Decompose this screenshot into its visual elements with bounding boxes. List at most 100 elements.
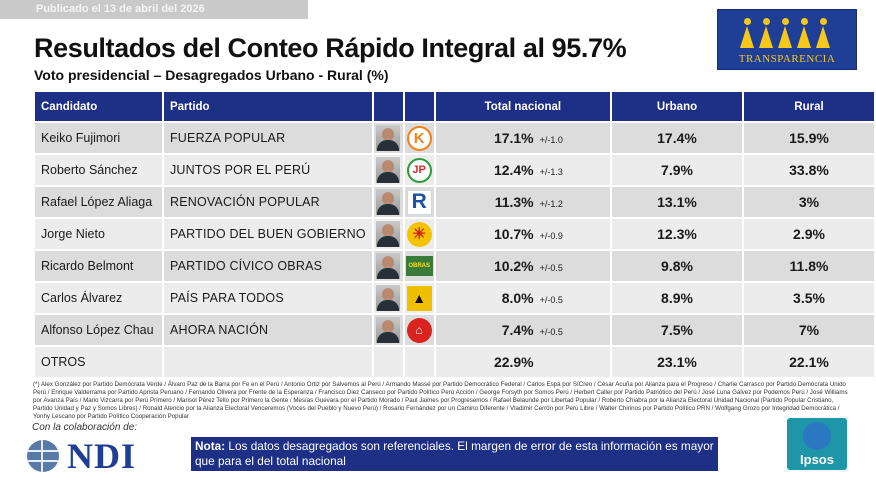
candidate-photo <box>376 221 401 247</box>
candidate-photo-cell <box>373 347 403 377</box>
total-nacional-cell: 17.1% +/-1.0 <box>435 123 611 153</box>
total-value: 17.1% <box>493 130 534 146</box>
party-name: PARTIDO DEL BUEN GOBIERNO <box>163 219 372 249</box>
party-name: AHORA NACIÓN <box>163 315 372 345</box>
table-row: Ricardo Belmont PARTIDO CÍVICO OBRAS OBRAS… <box>35 251 874 281</box>
fuerza-popular-k-logo-icon: K <box>406 125 432 151</box>
table-row: OTROS 22.9% 23.1% 22.1% <box>35 347 874 377</box>
urban-value: 13.1% <box>612 187 742 217</box>
margin-of-error: +/-1.2 <box>539 199 563 209</box>
candidate-photo-cell <box>373 123 403 153</box>
col-header-logo <box>404 92 434 121</box>
total-value: 12.4% <box>493 162 534 178</box>
candidate-name: Ricardo Belmont <box>35 251 162 281</box>
renovacion-popular-r-logo-icon: R <box>406 189 432 215</box>
candidate-name: Rafael López Aliaga <box>35 187 162 217</box>
party-name: PARTIDO CÍVICO OBRAS <box>163 251 372 281</box>
candidate-photo <box>376 253 401 279</box>
candidate-name: OTROS <box>35 347 162 377</box>
rural-value: 33.8% <box>743 155 874 185</box>
col-header-rural: Rural <box>743 92 874 121</box>
table-row: Jorge Nieto PARTIDO DEL BUEN GOBIERNO ☀ 10.… <box>35 219 874 249</box>
total-nacional-cell: 8.0% +/-0.5 <box>435 283 611 313</box>
total-nacional-cell: 11.3% +/-1.2 <box>435 187 611 217</box>
margin-of-error: +/-0.5 <box>539 295 563 305</box>
total-nacional-cell: 22.9% <box>435 347 611 377</box>
rural-value: 11.8% <box>743 251 874 281</box>
total-nacional-cell: 12.4% +/-1.3 <box>435 155 611 185</box>
candidate-photo-cell <box>373 187 403 217</box>
party-name: FUERZA POPULAR <box>163 123 372 153</box>
table-row: Carlos Álvarez PAÍS PARA TODOS ▲ 8.0% +/-0.5… <box>35 283 874 313</box>
obras-logo-icon: OBRAS <box>405 256 433 276</box>
margin-of-error: +/-0.5 <box>539 327 563 337</box>
published-date-bar: Publicado el 13 de abril del 2026 <box>0 0 308 19</box>
candidate-name: Jorge Nieto <box>35 219 162 249</box>
candidate-photo-cell <box>373 315 403 345</box>
ipsos-logo: Ipsos <box>787 418 847 470</box>
total-nacional-cell: 7.4% +/-0.5 <box>435 315 611 345</box>
total-value: 7.4% <box>501 322 534 338</box>
note-label: Nota: <box>195 439 226 453</box>
rural-value: 22.1% <box>743 347 874 377</box>
party-name: RENOVACIÓN POPULAR <box>163 187 372 217</box>
total-value: 11.3% <box>494 194 534 210</box>
published-date: Publicado el 13 de abril del 2026 <box>36 3 205 15</box>
candidate-photo-cell <box>373 251 403 281</box>
urban-value: 23.1% <box>612 347 742 377</box>
candidate-name: Alfonso López Chau <box>35 315 162 345</box>
urban-value: 9.8% <box>612 251 742 281</box>
people-figures-icon <box>740 18 831 50</box>
rural-value: 15.9% <box>743 123 874 153</box>
party-logo-cell: ☀ <box>404 219 434 249</box>
urban-value: 8.9% <box>612 283 742 313</box>
candidate-name: Carlos Álvarez <box>35 283 162 313</box>
margin-of-error: +/-0.5 <box>539 263 563 273</box>
buen-gobierno-sun-logo-icon: ☀ <box>406 221 432 247</box>
col-header-candidate: Candidato <box>35 92 162 121</box>
transparencia-logo-text: TRANSPARENCIA <box>738 53 836 65</box>
ipsos-logo-text: Ipsos <box>800 452 834 467</box>
candidate-name: Keiko Fujimori <box>35 123 162 153</box>
ndi-logo: NDI <box>27 436 157 476</box>
margin-of-error: +/-0.9 <box>539 231 563 241</box>
col-header-party: Partido <box>163 92 372 121</box>
rural-value: 7% <box>743 315 874 345</box>
pais-para-todos-logo-icon: ▲ <box>406 285 432 311</box>
urban-value: 7.9% <box>612 155 742 185</box>
urban-value: 17.4% <box>612 123 742 153</box>
globe-icon <box>27 440 59 472</box>
candidate-photo <box>376 125 401 151</box>
collaboration-label: Con la colaboración de: <box>32 422 138 433</box>
col-header-photo <box>373 92 403 121</box>
candidate-photo-cell <box>373 155 403 185</box>
page-subtitle: Voto presidencial – Desagregados Urbano … <box>34 67 389 83</box>
candidate-name: Roberto Sánchez <box>35 155 162 185</box>
rural-value: 3% <box>743 187 874 217</box>
table-row: Alfonso López Chau AHORA NACIÓN ⌂ 7.4% +/-0.… <box>35 315 874 345</box>
candidate-photo <box>376 317 401 343</box>
results-table: Candidato Partido Total nacional Urbano … <box>33 90 876 379</box>
table-header-row: Candidato Partido Total nacional Urbano … <box>35 92 874 121</box>
ahora-nacion-logo-icon: ⌂ <box>406 317 432 343</box>
col-header-urban: Urbano <box>612 92 742 121</box>
urban-value: 7.5% <box>612 315 742 345</box>
table-row: Keiko Fujimori FUERZA POPULAR K 17.1% +/-1.0… <box>35 123 874 153</box>
margin-of-error: +/-1.3 <box>539 167 563 177</box>
party-logo-cell: JP <box>404 155 434 185</box>
party-logo-cell: K <box>404 123 434 153</box>
total-value: 10.7% <box>493 226 534 242</box>
total-value: 10.2% <box>493 258 534 274</box>
party-name: JUNTOS POR EL PERÚ <box>163 155 372 185</box>
candidate-photo-cell <box>373 283 403 313</box>
rural-value: 3.5% <box>743 283 874 313</box>
rural-value: 2.9% <box>743 219 874 249</box>
ipsos-circle-icon <box>803 422 831 450</box>
party-logo-cell: R <box>404 187 434 217</box>
table-row: Rafael López Aliaga RENOVACIÓN POPULAR R 11… <box>35 187 874 217</box>
party-name <box>163 347 372 377</box>
urban-value: 12.3% <box>612 219 742 249</box>
candidate-photo-cell <box>373 219 403 249</box>
party-logo-cell: ▲ <box>404 283 434 313</box>
candidate-photo <box>376 157 401 183</box>
